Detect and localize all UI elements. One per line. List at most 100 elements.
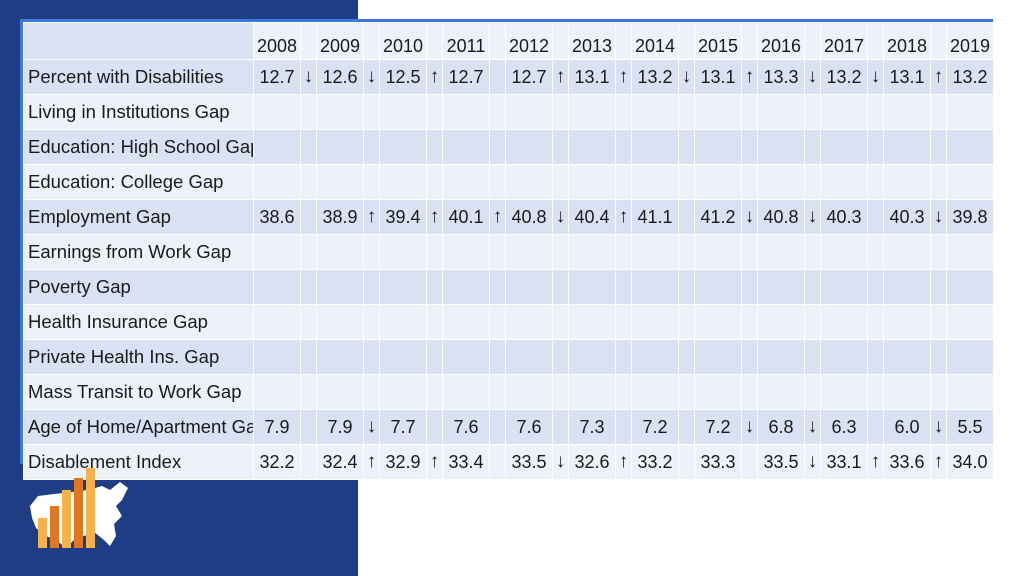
trend-arrow-cell: ↑ xyxy=(363,199,380,235)
header-spacer-cell xyxy=(300,22,317,60)
trend-arrow-cell xyxy=(426,304,443,340)
header-spacer-cell xyxy=(615,22,632,60)
trend-arrow-cell xyxy=(552,234,569,270)
trend-arrow-cell xyxy=(678,409,695,445)
header-corner-cell xyxy=(23,22,254,60)
trend-arrow-cell: ↑ xyxy=(930,444,947,480)
value-cell xyxy=(757,339,805,375)
trend-arrow-cell xyxy=(489,129,506,165)
value-cell xyxy=(631,94,679,130)
trend-arrow-cell xyxy=(489,164,506,200)
value-cell xyxy=(505,269,553,305)
logo-bar-4 xyxy=(74,478,83,548)
value-cell xyxy=(694,339,742,375)
row-label: Mass Transit to Work Gap xyxy=(23,374,254,410)
value-cell: 13.1 xyxy=(883,59,931,95)
value-cell: 13.2 xyxy=(946,59,994,95)
value-cell xyxy=(253,94,301,130)
value-cell xyxy=(316,234,364,270)
trend-arrow-cell: ↑ xyxy=(426,444,443,480)
value-cell xyxy=(631,304,679,340)
value-cell xyxy=(379,269,427,305)
value-cell xyxy=(820,129,868,165)
trend-arrow-cell xyxy=(300,164,317,200)
value-cell: 6.0 xyxy=(883,409,931,445)
trend-arrow-cell: ↑ xyxy=(363,444,380,480)
trend-arrow-cell xyxy=(867,269,884,305)
value-cell xyxy=(694,269,742,305)
trend-arrow-cell xyxy=(300,304,317,340)
value-cell xyxy=(631,234,679,270)
value-cell xyxy=(253,234,301,270)
header-spacer-cell xyxy=(741,22,758,60)
logo-bar-5 xyxy=(86,468,95,548)
value-cell xyxy=(505,304,553,340)
value-cell xyxy=(946,339,994,375)
row-label: Education: College Gap xyxy=(23,164,254,200)
value-cell xyxy=(379,374,427,410)
row-label: Private Health Ins. Gap xyxy=(23,339,254,375)
trend-arrow-cell xyxy=(489,59,506,95)
value-cell xyxy=(694,164,742,200)
value-cell: 40.4 xyxy=(568,199,616,235)
trend-arrow-cell xyxy=(930,129,947,165)
table-row: Poverty Gap xyxy=(23,269,994,305)
trend-arrow-cell xyxy=(615,164,632,200)
value-cell xyxy=(442,129,490,165)
trend-arrow-cell xyxy=(552,339,569,375)
value-cell xyxy=(316,269,364,305)
value-cell: 33.4 xyxy=(442,444,490,480)
value-cell: 40.3 xyxy=(820,199,868,235)
trend-arrow-cell xyxy=(678,304,695,340)
trend-arrow-cell xyxy=(552,374,569,410)
value-cell xyxy=(568,304,616,340)
table-row: Health Insurance Gap xyxy=(23,304,994,340)
value-cell: 6.8 xyxy=(757,409,805,445)
value-cell xyxy=(568,339,616,375)
value-cell xyxy=(442,164,490,200)
trend-arrow-cell: ↑ xyxy=(426,59,443,95)
value-cell xyxy=(946,164,994,200)
trend-arrow-cell xyxy=(300,94,317,130)
value-cell: 40.1 xyxy=(442,199,490,235)
value-cell xyxy=(505,234,553,270)
value-cell xyxy=(631,374,679,410)
trend-arrow-cell xyxy=(426,94,443,130)
trend-arrow-cell: ↓ xyxy=(867,59,884,95)
year-header-cell: 2014 xyxy=(631,22,679,60)
table-row: Earnings from Work Gap xyxy=(23,234,994,270)
value-cell xyxy=(757,234,805,270)
trend-arrow-cell xyxy=(930,269,947,305)
trend-arrow-cell: ↑ xyxy=(552,59,569,95)
trend-arrow-cell xyxy=(804,269,821,305)
trend-arrow-cell xyxy=(804,129,821,165)
trend-arrow-cell xyxy=(300,374,317,410)
value-cell xyxy=(379,339,427,375)
trend-arrow-cell xyxy=(300,199,317,235)
value-cell xyxy=(253,129,301,165)
row-label: Employment Gap xyxy=(23,199,254,235)
row-label: Disablement Index xyxy=(23,444,254,480)
value-cell xyxy=(946,374,994,410)
trend-arrow-cell xyxy=(426,129,443,165)
trend-arrow-cell xyxy=(552,304,569,340)
trend-arrow-cell xyxy=(867,129,884,165)
value-cell: 40.8 xyxy=(505,199,553,235)
trend-arrow-cell xyxy=(678,444,695,480)
row-label: Health Insurance Gap xyxy=(23,304,254,340)
trend-arrow-cell xyxy=(615,339,632,375)
value-cell xyxy=(379,129,427,165)
value-cell xyxy=(883,269,931,305)
value-cell xyxy=(505,164,553,200)
trend-arrow-cell: ↑ xyxy=(930,59,947,95)
trend-arrow-cell xyxy=(930,234,947,270)
value-cell xyxy=(883,129,931,165)
trend-arrow-cell xyxy=(363,94,380,130)
value-cell: 39.4 xyxy=(379,199,427,235)
year-header-cell: 2012 xyxy=(505,22,553,60)
trend-arrow-cell xyxy=(615,234,632,270)
trend-arrow-cell xyxy=(615,409,632,445)
trend-arrow-cell xyxy=(426,164,443,200)
trend-arrow-cell xyxy=(741,304,758,340)
trend-arrow-cell: ↑ xyxy=(615,199,632,235)
